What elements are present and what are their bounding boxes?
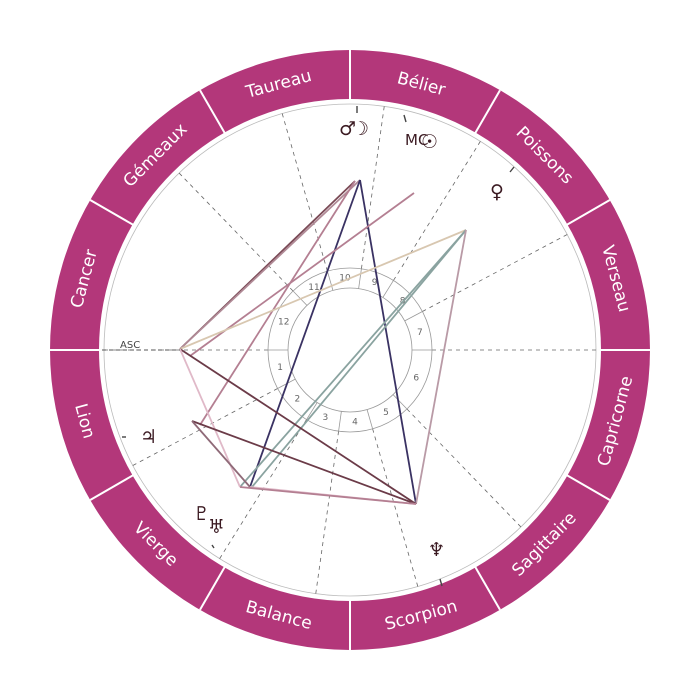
aspect-line (179, 229, 467, 350)
aspect-line (239, 486, 417, 505)
moon-icon: ☽ (352, 118, 369, 140)
neptune-icon: ♆ (428, 539, 445, 561)
planet-tick (439, 578, 443, 587)
aspect-line (199, 180, 356, 426)
aspect-line (179, 179, 361, 350)
house-cusp-line (393, 141, 481, 281)
jupiter-icon: ♃ (140, 426, 157, 448)
house-outer-circle (267, 267, 433, 433)
sign-divider (566, 474, 611, 501)
planet-tick (509, 166, 515, 173)
house-cusp-line (315, 431, 339, 594)
house-number-2: 2 (294, 395, 300, 405)
house-cusp-line (406, 408, 522, 528)
sign-divider (89, 199, 134, 226)
house-spoke (338, 411, 342, 432)
zodiac-ring: BélierTaureauGémeauxCancerLionViergeBala… (50, 50, 650, 650)
sign-divider (199, 89, 226, 134)
house-spoke (392, 394, 408, 410)
aspect-lines (179, 179, 467, 505)
house-spoke (404, 311, 423, 322)
house-number-9: 9 (372, 278, 378, 288)
house-spoke (306, 402, 318, 420)
house-number-10: 10 (339, 274, 351, 284)
venus-icon: ♀ (490, 181, 504, 203)
sign-divider (566, 199, 611, 226)
house-cusp-line (361, 106, 385, 269)
asc-label: ASC (120, 340, 140, 351)
mars-icon: ♂ (339, 118, 356, 140)
aspect-line (249, 179, 361, 488)
house-cusp-line (132, 388, 278, 466)
planet-ticks (122, 106, 515, 587)
house-spoke (382, 280, 394, 298)
house-spoke (366, 409, 373, 429)
house-spokes (268, 268, 432, 432)
house-spoke (358, 268, 362, 289)
pluto-icon: ♇ (193, 503, 210, 525)
aspect-line (191, 420, 417, 505)
house-number-3: 3 (323, 413, 329, 423)
sun-icon: ☉ (421, 131, 438, 153)
house-number-11: 11 (308, 283, 319, 293)
sign-divider (474, 566, 501, 611)
house-cusp-lines (104, 106, 596, 594)
house-cusp-line (178, 172, 294, 292)
aspect-line (251, 229, 467, 488)
planet-tick (403, 114, 407, 123)
house-cusp-line (422, 234, 568, 312)
aspect-line (415, 229, 467, 505)
aspect-line (239, 229, 467, 488)
sign-divider (89, 474, 134, 501)
mc-label: MC (405, 131, 428, 149)
house-number-1: 1 (277, 363, 283, 373)
house-cusp-line (372, 428, 419, 587)
house-inner-circle (287, 287, 413, 413)
house-spoke (327, 271, 334, 291)
aspect-line (179, 348, 417, 505)
uranus-icon: ♅ (208, 516, 225, 538)
planet-tick (211, 544, 215, 549)
aspect-line (191, 420, 251, 488)
planet-glyphs: ♂ ☽ MC ☉ ♀ ♃ ♇ ♅ ♆ (140, 118, 504, 561)
house-number-5: 5 (383, 408, 389, 418)
sign-divider (199, 566, 226, 611)
house-wheel (267, 267, 433, 433)
sign-divider (474, 89, 501, 134)
house-number-7: 7 (417, 328, 423, 338)
aspect-line (359, 179, 417, 505)
house-number-4: 4 (352, 417, 358, 427)
house-number-6: 6 (413, 374, 419, 384)
house-cusp-line (281, 113, 328, 272)
house-number-12: 12 (278, 317, 289, 327)
